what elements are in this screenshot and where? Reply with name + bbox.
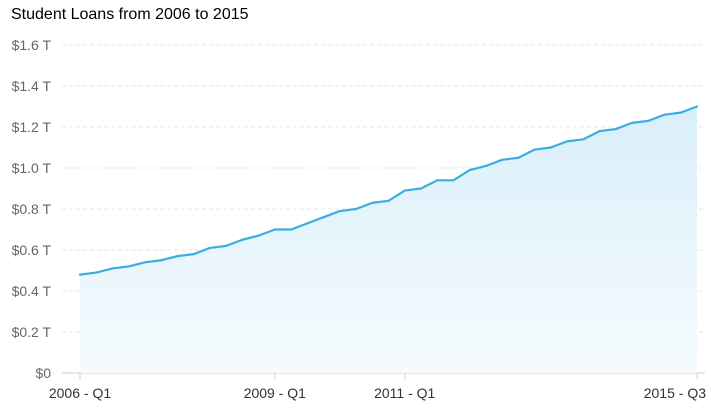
data-point xyxy=(225,244,228,247)
y-axis: $0 $0.2 T $0.4 T $0.6 T $0.8 T $1.0 T $1.2 T $1… xyxy=(12,37,52,381)
data-point xyxy=(679,111,682,114)
data-point xyxy=(419,187,423,190)
data-point xyxy=(273,228,276,231)
chart-title: Student Loans from 2006 to 2015 xyxy=(11,6,249,23)
data-point xyxy=(208,246,211,250)
x-tick-label: 2009 - Q1 xyxy=(244,385,306,401)
data-point xyxy=(663,113,666,116)
y-tick-label: $0.8 T xyxy=(12,201,52,217)
data-point xyxy=(630,121,634,124)
data-point xyxy=(192,253,195,256)
y-tick-label: $1.6 T xyxy=(12,37,52,53)
y-tick-label: $1.2 T xyxy=(12,119,52,135)
data-point xyxy=(241,238,244,241)
data-point xyxy=(484,164,488,168)
y-tick-label: $0.2 T xyxy=(12,324,52,340)
data-point xyxy=(403,189,406,192)
data-point xyxy=(257,234,260,237)
data-point xyxy=(322,216,325,219)
y-tick-label: $1.0 T xyxy=(12,160,52,176)
data-point xyxy=(614,127,617,131)
data-point xyxy=(387,199,390,202)
area-fill xyxy=(80,106,697,373)
x-tick-label: 2015 - Q3 xyxy=(644,385,706,401)
data-point xyxy=(582,138,585,141)
data-point xyxy=(598,130,601,133)
data-point xyxy=(452,179,455,182)
data-point xyxy=(533,148,536,151)
data-point xyxy=(160,259,163,262)
data-point xyxy=(95,271,98,274)
data-point xyxy=(501,158,504,161)
data-point xyxy=(111,267,114,270)
data-point xyxy=(143,261,147,264)
y-tick-label: $0 xyxy=(35,365,51,381)
data-point xyxy=(176,255,179,258)
y-tick-label: $0.4 T xyxy=(12,283,52,299)
data-point xyxy=(354,207,358,211)
y-tick-label: $0.6 T xyxy=(12,242,52,258)
data-point xyxy=(436,179,439,182)
data-point xyxy=(371,201,374,204)
data-point xyxy=(647,119,650,122)
data-point xyxy=(127,265,130,268)
x-axis: 2006 - Q1 2009 - Q1 2011 - Q1 2015 - Q3 xyxy=(49,373,706,401)
data-point xyxy=(695,105,699,108)
data-point xyxy=(78,273,82,276)
data-points xyxy=(78,105,699,276)
data-point xyxy=(306,222,309,225)
data-point xyxy=(468,168,471,172)
data-point xyxy=(517,156,520,159)
x-tick-label: 2011 - Q1 xyxy=(374,385,435,401)
data-point xyxy=(549,146,552,149)
data-point xyxy=(289,228,293,231)
data-point xyxy=(338,209,341,213)
data-point xyxy=(566,140,569,143)
y-tick-label: $1.4 T xyxy=(12,78,52,94)
x-tick-label: 2006 - Q1 xyxy=(49,385,111,401)
